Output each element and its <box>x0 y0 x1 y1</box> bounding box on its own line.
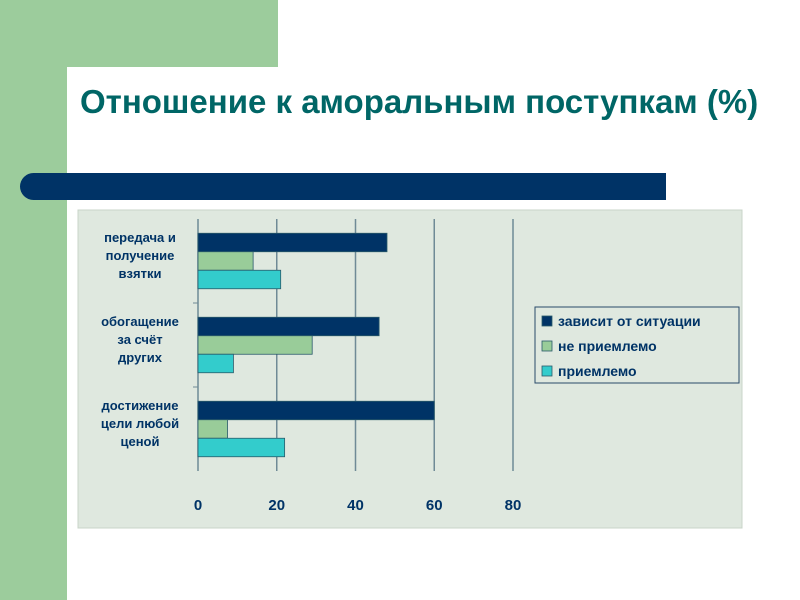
bar <box>197 437 286 458</box>
category-label-line: за счёт <box>117 332 162 347</box>
category-label-line: цели любой <box>101 416 179 431</box>
bar <box>197 419 228 439</box>
category-label: обогащение за счёт других <box>101 314 179 365</box>
x-tick-label: 20 <box>268 497 285 514</box>
bar <box>197 269 282 290</box>
legend-label: приемлемо <box>558 363 637 379</box>
category-label-line: взятки <box>119 266 162 281</box>
legend-swatch <box>541 365 553 377</box>
chart-background <box>77 209 743 529</box>
category-label-line: других <box>118 350 163 365</box>
legend-swatch <box>541 340 553 352</box>
x-tick-label: 80 <box>505 497 522 514</box>
legend-box <box>534 306 740 384</box>
category-label-line: передача и <box>104 230 176 245</box>
decor-navy-bar <box>20 173 666 200</box>
category-label-line: ценой <box>120 434 159 449</box>
legend-label: не приемлемо <box>558 338 657 354</box>
bar <box>197 400 435 421</box>
bar <box>197 335 313 355</box>
decor-green-left <box>0 0 67 600</box>
legend-label: зависит от ситуации <box>558 313 701 329</box>
category-label: передача и получение взятки <box>104 230 176 281</box>
bar <box>197 251 254 271</box>
category-label-line: обогащение <box>101 314 179 329</box>
legend-swatch <box>541 315 553 327</box>
category-label-line: достижение <box>102 398 179 413</box>
x-tick-label: 0 <box>194 497 202 514</box>
category-label: достижение цели любой ценой <box>101 398 179 449</box>
bar <box>197 353 234 374</box>
x-tick-label: 40 <box>347 497 364 514</box>
slide-title: Отношение к аморальным поступкам (%) <box>80 83 759 120</box>
category-label-line: получение <box>106 248 175 263</box>
x-tick-label: 60 <box>426 497 443 514</box>
bar <box>197 232 388 253</box>
bar <box>197 316 380 337</box>
